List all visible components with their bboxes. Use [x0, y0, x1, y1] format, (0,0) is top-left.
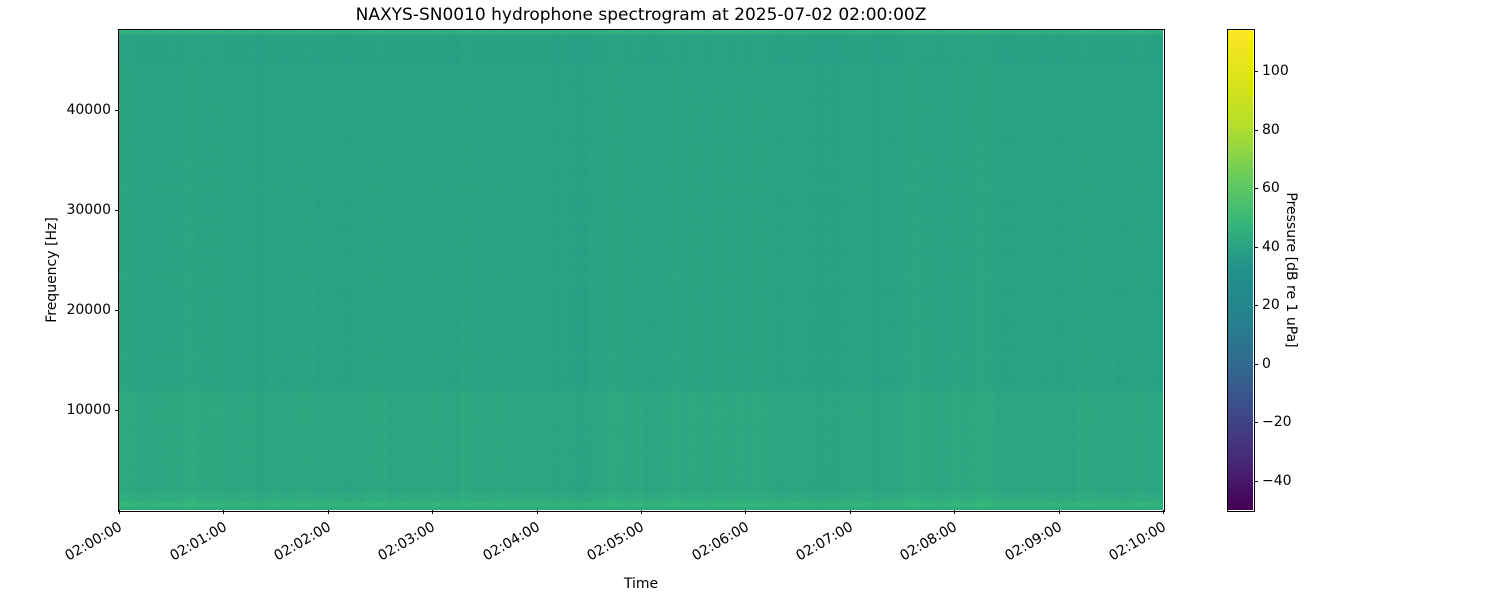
colorbar-tick-mark: [1254, 71, 1258, 72]
y-tick-mark: [115, 110, 119, 111]
x-tick-label: 02:07:00: [793, 519, 856, 565]
chart-title: NAXYS-SN0010 hydrophone spectrogram at 2…: [355, 5, 927, 25]
colorbar-tick-label: 100: [1262, 63, 1289, 79]
spectrogram-heatmap: [119, 30, 1163, 510]
colorbar-gradient: [1228, 30, 1253, 510]
x-tick-mark: [432, 510, 434, 514]
y-tick-mark: [115, 210, 119, 211]
x-axis-label: Time: [623, 576, 659, 592]
y-tick-label: 20000: [66, 302, 111, 318]
y-axis-label: Frequency [Hz]: [44, 217, 60, 323]
x-tick-label: 02:10:00: [1106, 519, 1169, 565]
colorbar-tick-mark: [1254, 129, 1258, 131]
x-tick-mark: [745, 510, 747, 514]
colorbar-tick-mark: [1254, 246, 1258, 248]
x-tick-mark: [954, 510, 956, 514]
y-tick-label: 30000: [66, 202, 111, 218]
y-tick-mark: [115, 410, 119, 411]
colorbar-tick-label: −20: [1262, 414, 1292, 431]
x-tick-label: 02:08:00: [897, 519, 961, 565]
x-tick-mark: [327, 510, 329, 514]
x-tick-mark: [641, 510, 642, 514]
y-tick-label: 40000: [66, 102, 111, 118]
y-tick-label: 10000: [66, 402, 111, 418]
x-tick-label: 02:00:00: [62, 519, 125, 565]
x-tick-mark: [223, 510, 225, 514]
x-tick-mark: [1163, 510, 1164, 514]
colorbar-label: Pressure [dB re 1 uPa]: [1283, 192, 1299, 348]
x-tick-label: 02:04:00: [480, 519, 543, 565]
x-tick-label: 02:02:00: [271, 519, 334, 565]
x-tick-label: 02:09:00: [1002, 519, 1065, 565]
colorbar-tick-label: −40: [1262, 472, 1292, 489]
colorbar-tick-mark: [1254, 363, 1258, 365]
x-tick-mark: [1058, 510, 1060, 514]
colorbar-tick-mark: [1254, 305, 1258, 307]
colorbar-tick-mark: [1254, 188, 1258, 189]
x-tick-mark: [119, 510, 120, 514]
colorbar-tick-label: 40: [1262, 238, 1280, 255]
x-tick-label: 02:06:00: [688, 519, 752, 565]
colorbar-tick-label: 80: [1262, 121, 1280, 138]
y-tick-mark: [115, 310, 119, 311]
colorbar-tick-label: 60: [1262, 180, 1280, 196]
colorbar-tick-label: 0: [1262, 355, 1271, 372]
x-tick-label: 02:05:00: [584, 519, 647, 565]
x-tick-label: 02:03:00: [375, 519, 439, 565]
x-tick-mark: [536, 510, 538, 514]
x-tick-label: 02:01:00: [166, 519, 230, 565]
colorbar-tick-mark: [1254, 422, 1258, 424]
colorbar-tick-label: 20: [1262, 297, 1280, 314]
x-tick-mark: [849, 510, 851, 514]
colorbar-tick-mark: [1254, 480, 1258, 482]
